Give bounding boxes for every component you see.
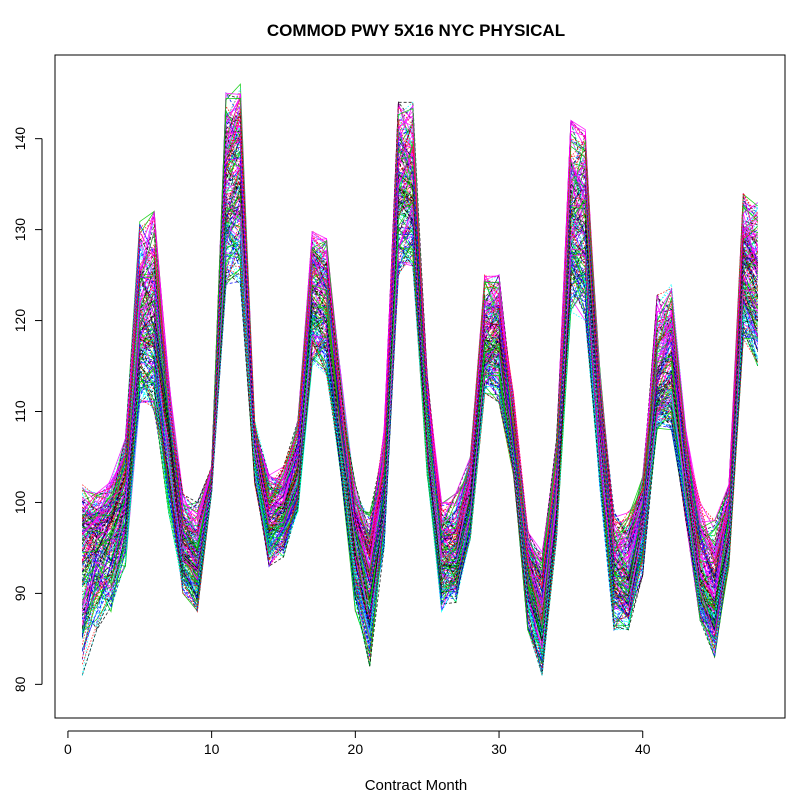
y-tick-label: 120 — [12, 309, 28, 333]
series-line — [82, 182, 759, 642]
series-line — [82, 165, 758, 629]
chart-title: COMMOD PWY 5X16 NYC PHYSICAL — [267, 21, 565, 40]
series-line — [81, 160, 759, 611]
series-line — [81, 239, 759, 675]
series-line — [82, 114, 759, 588]
x-axis: 0 10 20 30 40 — [64, 730, 651, 757]
series-line — [81, 244, 758, 676]
plot-frame — [54, 54, 786, 719]
y-tick-label: 100 — [12, 491, 28, 515]
y-tick-label: 130 — [12, 218, 28, 242]
series-line — [82, 101, 759, 563]
x-axis-label: Contract Month — [365, 777, 468, 794]
y-axis: 80 90 100 110 120 130 140 — [12, 127, 43, 692]
x-tick-label: 30 — [491, 741, 507, 757]
series-line — [81, 146, 759, 602]
series-line — [81, 169, 758, 632]
x-tick-label: 10 — [204, 741, 220, 757]
series-line — [81, 253, 758, 670]
series-line — [81, 204, 758, 659]
x-tick-label: 40 — [635, 741, 651, 757]
series-line — [81, 234, 759, 628]
y-tick-label: 110 — [12, 400, 28, 423]
x-tick-label: 20 — [348, 741, 364, 757]
series-line — [81, 238, 758, 672]
x-tick-label: 0 — [64, 741, 72, 757]
y-tick-label: 80 — [12, 676, 28, 692]
series-line — [81, 173, 759, 615]
series-line — [82, 142, 759, 600]
series-group — [81, 83, 759, 676]
y-tick-label: 140 — [12, 127, 28, 151]
series-line — [82, 108, 758, 588]
y-tick-label: 90 — [12, 585, 28, 601]
series-line — [81, 197, 758, 629]
series-line — [82, 230, 759, 676]
